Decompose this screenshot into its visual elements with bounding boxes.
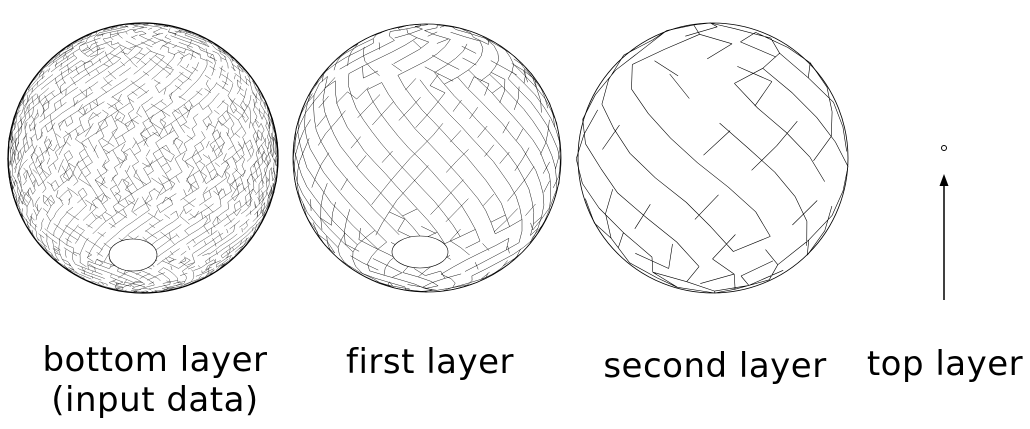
sphere-outline xyxy=(292,23,562,293)
second-layer-title: second layer xyxy=(603,346,827,386)
bottom-layer-title: bottom layer xyxy=(42,340,268,380)
top-layer-title: top layer xyxy=(866,344,1024,384)
bottom-layer-sphere xyxy=(7,22,279,294)
sphere-outline xyxy=(577,22,849,294)
top-vertex-dot xyxy=(941,145,947,151)
mesh-hole xyxy=(391,235,449,269)
sphere-outline xyxy=(7,22,279,294)
bottom-layer-subtitle: (input data) xyxy=(51,380,259,420)
first-layer-title: first layer xyxy=(345,342,515,382)
top-layer-node xyxy=(939,145,949,300)
bottom-layer-label: bottom layer (input data) xyxy=(20,340,290,420)
second-layer-label: second layer xyxy=(580,346,850,386)
upward-arrow-head xyxy=(939,174,949,186)
mesh-hole xyxy=(108,238,158,272)
first-layer-label: first layer xyxy=(300,342,560,382)
second-layer-sphere xyxy=(575,22,849,294)
first-layer-sphere xyxy=(292,23,562,293)
top-layer-label: top layer xyxy=(860,344,1030,384)
mesh-edges xyxy=(575,22,849,294)
